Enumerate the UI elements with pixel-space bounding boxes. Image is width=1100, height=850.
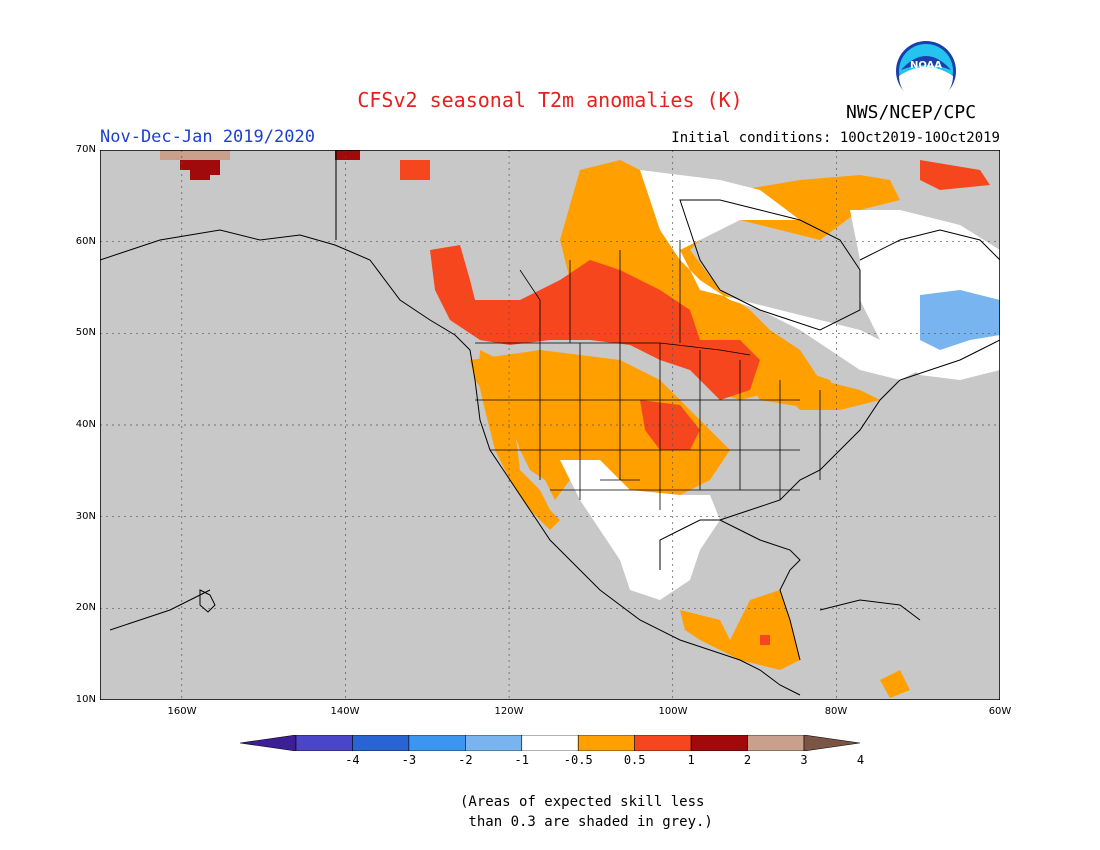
colorbar-label: -4 (345, 753, 360, 767)
colorbar-segment-high (803, 735, 860, 751)
anomaly-red-bc-prairies (430, 245, 760, 400)
colorbar-segment (352, 735, 410, 751)
anomaly-red-quebec-north (920, 160, 990, 190)
anomaly-darkred-alaska (180, 160, 220, 180)
anomaly-tan-alaska (160, 150, 230, 160)
anomaly-white-texas-mexico (560, 460, 720, 600)
lon-label-140w: 140W (330, 706, 360, 717)
chart-title: CFSv2 seasonal T2m anomalies (K) (357, 88, 743, 112)
agency-label: NWS/NCEP/CPC (846, 102, 977, 123)
colorbar-segment (295, 735, 353, 751)
anomaly-red-central-america (760, 635, 770, 645)
lat-label-40n: 40N (75, 419, 96, 430)
colorbar-label: 0.5 (623, 753, 646, 767)
colorbar-segment-low (240, 735, 297, 751)
lon-label-160w: 160W (167, 706, 197, 717)
noaa-logo-icon: NOAA (896, 41, 956, 102)
lat-label-50n: 50N (75, 327, 96, 338)
anomaly-orange-nw-canada (580, 160, 660, 240)
anomaly-map (99, 149, 1001, 701)
lon-label-60w: 60W (988, 706, 1012, 717)
colorbar-segment (408, 735, 466, 751)
svg-text:NOAA: NOAA (910, 60, 942, 71)
colorbar-segment (521, 735, 579, 751)
lon-label-120w: 120W (494, 706, 524, 717)
skill-note-line-1: (Areas of expected skill less (460, 794, 705, 810)
colorbar-segment (747, 735, 805, 751)
anomaly-orange-west-canada (560, 170, 900, 410)
colorbar (240, 735, 860, 751)
lat-label-10n: 10N (75, 694, 96, 705)
colorbar-segment (577, 735, 635, 751)
lon-label-100w: 100W (658, 706, 688, 717)
colorbar-label: -3 (401, 753, 417, 767)
colorbar-segment (465, 735, 523, 751)
colorbar-segment (634, 735, 692, 751)
anomaly-white-hudson (640, 170, 920, 380)
anomaly-darkred-yukon (335, 150, 360, 160)
lat-label-60n: 60N (75, 236, 96, 247)
initial-conditions: Initial conditions: 10Oct2019-10Oct2019 (671, 130, 1000, 146)
lat-label-70n: 70N (75, 144, 96, 155)
colorbar-label: -0.5 (563, 753, 593, 767)
colorbar-label: 4 (856, 753, 865, 767)
anomaly-red-hudson-north (400, 160, 430, 180)
colorbar-segment (690, 735, 748, 751)
political-borders (475, 240, 821, 510)
skill-note: (Areas of expected skill less than 0.3 a… (460, 792, 740, 832)
lon-label-80w: 80W (824, 706, 848, 717)
lat-label-20n: 20N (75, 602, 96, 613)
skill-note-line-2: than 0.3 are shaded in grey.) (460, 814, 713, 830)
map-canvas (99, 149, 1001, 701)
colorbar-label: 2 (743, 753, 752, 767)
season-label: Nov-Dec-Jan 2019/2020 (100, 127, 315, 147)
anomaly-orange-central-america (680, 590, 800, 670)
colorbar-label: 1 (687, 753, 695, 767)
anomaly-blue-labrador (920, 290, 1000, 350)
colorbar-label: -1 (514, 753, 529, 767)
colorbar-label: -2 (458, 753, 473, 767)
lat-label-30n: 30N (75, 511, 96, 522)
coastlines (99, 150, 1001, 696)
colorbar-label: 3 (800, 753, 808, 767)
anomaly-orange-south-america (880, 670, 910, 698)
anomaly-orange-west-coast (478, 350, 560, 530)
map-grid (100, 150, 1000, 700)
